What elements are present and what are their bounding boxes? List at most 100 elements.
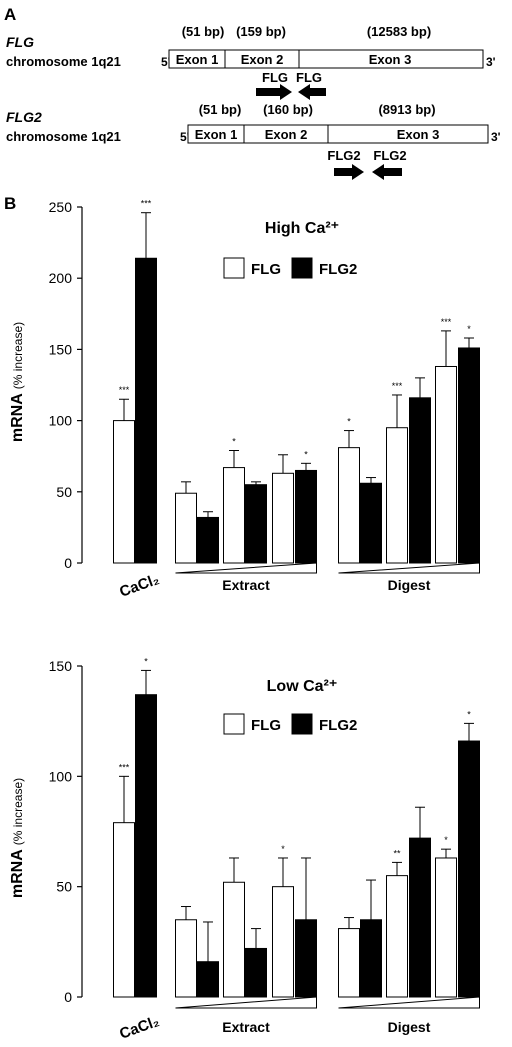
- significance-label: *: [467, 709, 471, 719]
- primer-forward-flg2: FLG2: [327, 148, 360, 163]
- group-label: Digest: [388, 577, 431, 593]
- bar-flg2: [360, 482, 382, 564]
- primer-reverse-flg: FLG: [296, 70, 322, 85]
- group-label: CaCl₂: [117, 1013, 161, 1043]
- primer-reverse-flg2: FLG2: [373, 148, 406, 163]
- exon2-size-flg: (159 bp): [236, 24, 286, 39]
- exon2-label-flg: Exon 2: [241, 52, 284, 67]
- exon3-label-flg: Exon 3: [369, 52, 412, 67]
- legend-label-flg: FLG: [251, 717, 281, 734]
- arrow-right-icon: [256, 84, 292, 100]
- bar-flg2: [245, 947, 267, 998]
- exon1-label-flg2: Exon 1: [195, 127, 238, 142]
- gene-name-flg: FLG: [6, 34, 34, 50]
- significance-label: ***: [119, 385, 130, 395]
- dose-wedge-icon: [338, 562, 480, 574]
- legend-swatch-flg2: [291, 713, 313, 735]
- chart-title: Low Ca²⁺: [267, 678, 338, 695]
- dose-wedge-icon: [338, 996, 480, 1009]
- y-tick-label: 150: [49, 341, 73, 357]
- bar-flg: [113, 420, 135, 564]
- exon3-label-flg2: Exon 3: [397, 127, 440, 142]
- bar-flg: [175, 919, 197, 998]
- bar-flg: [435, 365, 457, 564]
- bar-flg: [175, 492, 197, 564]
- gene-flg: FLG chromosome 1q21 5' 3' (51 bp) (159 b…: [6, 24, 496, 100]
- significance-label: *: [144, 656, 148, 666]
- significance-label: *: [232, 437, 236, 447]
- bar-flg2: [295, 469, 317, 564]
- legend-swatch-flg2: [291, 257, 313, 279]
- group-label: CaCl₂: [117, 571, 161, 601]
- bar-flg2: [360, 919, 382, 998]
- bar-flg2: [245, 484, 267, 564]
- bar-flg: [435, 857, 457, 998]
- group-label: Digest: [388, 1019, 431, 1035]
- bar-flg: [338, 447, 360, 564]
- three-prime-flg: 3': [486, 55, 496, 69]
- gene-name-flg2: FLG2: [6, 109, 42, 125]
- y-tick-label: 50: [56, 879, 72, 895]
- exon1-label-flg: Exon 1: [176, 52, 219, 67]
- y-tick-label: 250: [49, 199, 73, 215]
- bar-flg2: [409, 837, 431, 998]
- exon1-size-flg: (51 bp): [182, 24, 225, 39]
- legend-label-flg2: FLG2: [319, 261, 357, 278]
- chart-title: High Ca²⁺: [265, 220, 339, 237]
- significance-label: *: [347, 417, 351, 427]
- significance-label: *: [304, 449, 308, 459]
- gene-flg2: FLG2 chromosome 1q21 5' 3' (51 bp) (160 …: [6, 102, 501, 180]
- five-prime-flg: 5': [161, 55, 171, 69]
- legend-label-flg2: FLG2: [319, 717, 357, 734]
- bar-flg: [223, 881, 245, 998]
- legend-swatch-flg: [223, 257, 245, 279]
- arrow-left-icon: [372, 164, 402, 180]
- chart-high-calcium: High Ca²⁺ FLG FLG2 mRNA(% increase) 0 50 1…: [9, 199, 480, 601]
- panel-a-label: A: [4, 5, 16, 24]
- legend: FLG FLG2: [223, 713, 357, 735]
- bar-flg: [386, 427, 408, 564]
- bar-flg2: [197, 961, 219, 998]
- y-axis-label: mRNA(% increase): [9, 322, 26, 442]
- group-label: Extract: [222, 1019, 270, 1035]
- y-tick-label: 0: [64, 555, 72, 571]
- bar-flg: [113, 822, 135, 998]
- exon3-box-flg2: [327, 124, 489, 144]
- bar-flg: [272, 886, 294, 998]
- significance-label: **: [393, 848, 401, 858]
- bar-flg2: [409, 397, 431, 564]
- exon3-box-flg: [298, 49, 484, 69]
- legend-label-flg: FLG: [251, 261, 281, 278]
- significance-label: *: [444, 835, 448, 845]
- arrow-left-icon: [298, 84, 326, 100]
- panel-a: A FLG chromosome 1q21 5' 3' (51 bp) (159…: [4, 5, 501, 180]
- arrow-right-icon: [334, 164, 364, 180]
- bar-flg: [338, 928, 360, 998]
- exon2-size-flg2: (160 bp): [263, 102, 313, 117]
- y-axis-label: mRNA(% increase): [9, 778, 26, 898]
- panel-b-label: B: [4, 194, 16, 213]
- y-tick-label: 100: [49, 413, 73, 429]
- significance-label: *: [467, 324, 471, 334]
- chromosome-flg2: chromosome 1q21: [6, 129, 121, 144]
- significance-label: ***: [119, 762, 130, 772]
- dose-wedge-icon: [175, 996, 317, 1009]
- bar-flg: [386, 875, 408, 998]
- exon3-size-flg2: (8913 bp): [378, 102, 435, 117]
- dose-wedge-icon: [175, 562, 317, 574]
- y-tick-label: 100: [49, 768, 73, 784]
- bar-flg2: [135, 694, 157, 998]
- bar-flg2: [197, 516, 219, 564]
- significance-label: *: [281, 844, 285, 854]
- y-tick-label: 200: [49, 270, 73, 286]
- y-tick-label: 50: [56, 484, 72, 500]
- legend-swatch-flg: [223, 713, 245, 735]
- significance-label: ***: [141, 199, 152, 209]
- bar-flg2: [458, 347, 480, 564]
- primer-forward-flg: FLG: [262, 70, 288, 85]
- exon3-size-flg: (12583 bp): [367, 24, 431, 39]
- significance-label: ***: [441, 317, 452, 327]
- exon2-label-flg2: Exon 2: [265, 127, 308, 142]
